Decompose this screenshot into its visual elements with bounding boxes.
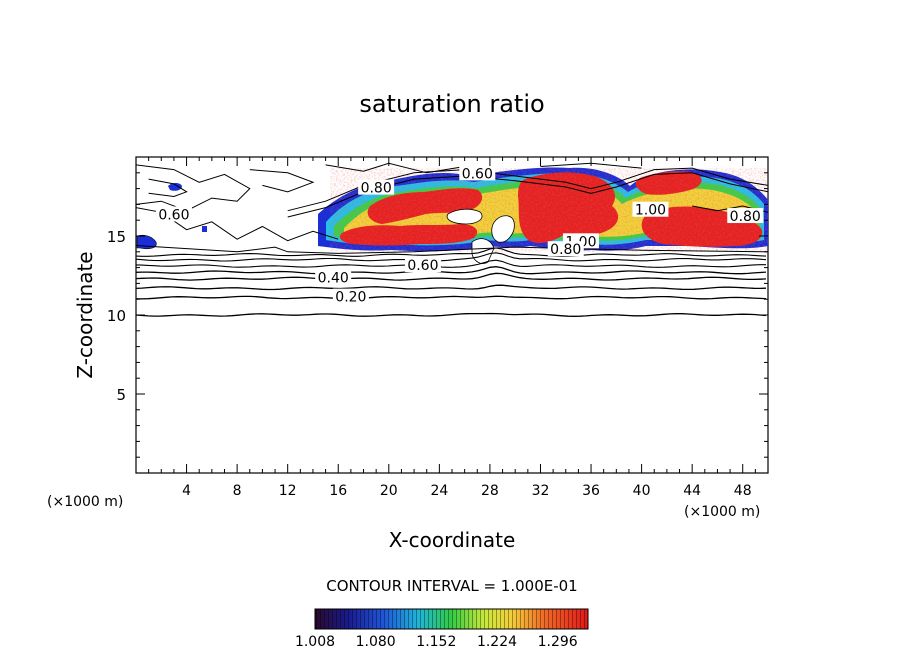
contour-label-bg — [315, 269, 352, 285]
contour-label: 1.00 — [635, 203, 666, 219]
y-tick-label: 10 — [107, 307, 126, 325]
x-unit-left: (×1000 m) — [47, 494, 123, 510]
y-axis-title: Z-coordinate — [73, 251, 97, 378]
contour-lines — [136, 162, 768, 317]
contour-label-bg — [632, 201, 669, 217]
contour-line — [136, 252, 767, 262]
x-tick-label: 44 — [683, 483, 701, 499]
contour-label: 0.80 — [730, 209, 761, 225]
colorbar-tick-label: 1.008 — [295, 634, 335, 650]
contour-interval-label: CONTOUR INTERVAL = 1.000E-01 — [326, 577, 577, 595]
y-tick-label: 15 — [107, 228, 126, 246]
x-tick-label: 12 — [279, 483, 297, 499]
contour-line — [136, 266, 767, 275]
colorbar-frame — [314, 608, 589, 630]
contour-line — [136, 259, 766, 268]
contour-line — [148, 178, 188, 198]
x-tick-label: 24 — [430, 483, 448, 499]
contour-label-bg — [358, 179, 395, 195]
x-tick-label: 8 — [233, 483, 242, 499]
contour-label: 0.60 — [462, 166, 493, 182]
contour-label: 0.60 — [407, 258, 438, 274]
y-tick-label: 5 — [116, 386, 126, 404]
field-hole — [491, 215, 515, 243]
colorbar-tick-label: 1.224 — [477, 634, 517, 650]
contour-label-bg — [459, 165, 496, 181]
contour-line — [136, 164, 251, 212]
contour-line — [249, 169, 315, 193]
contour-label-bg — [547, 241, 584, 257]
x-unit-right: (×1000 m) — [684, 504, 760, 520]
field-hole — [446, 208, 483, 225]
x-tick-label: 28 — [481, 483, 499, 499]
colorbar-tick-label: 1.080 — [356, 634, 396, 650]
contour-label: 0.60 — [158, 207, 189, 223]
contour-label-bg — [155, 206, 192, 222]
colorbar-tick-label: 1.152 — [416, 634, 456, 650]
contour-label-bg — [332, 288, 369, 304]
saturation-field — [136, 167, 768, 264]
x-tick-label: 4 — [182, 483, 191, 499]
contour-line — [136, 284, 767, 291]
x-tick-label: 16 — [329, 483, 347, 499]
contour-label: 0.80 — [361, 181, 392, 197]
colorbar-hatch — [315, 609, 588, 629]
x-axis-title: X-coordinate — [389, 528, 516, 552]
contour-label: 0.80 — [550, 242, 581, 258]
field-blob-dot — [202, 226, 207, 232]
x-tick-label: 20 — [380, 483, 398, 499]
field-blob-topleft — [168, 183, 182, 191]
contour-line — [136, 272, 767, 281]
x-tick-label: 40 — [633, 483, 651, 499]
x-tick-label: 36 — [582, 483, 600, 499]
x-tick-label: 32 — [532, 483, 550, 499]
contour-label-bg — [404, 257, 441, 273]
contour-label-bg — [727, 208, 764, 224]
contour-line — [136, 247, 767, 257]
chart-title: saturation ratio — [359, 90, 544, 118]
colorbar-tick-labels: 1.008 1.080 1.152 1.224 1.296 — [295, 634, 578, 650]
contour-labels: 0.200.400.600.600.800.601.001.000.800.80 — [155, 165, 764, 306]
contour-label: 0.20 — [335, 290, 366, 306]
colorbar-tick-label: 1.296 — [538, 634, 578, 650]
contour-label: 0.40 — [318, 271, 349, 287]
contour-line — [136, 312, 767, 317]
x-tick-label: 48 — [734, 483, 752, 499]
colorbar — [314, 608, 589, 630]
contour-line — [136, 295, 767, 300]
